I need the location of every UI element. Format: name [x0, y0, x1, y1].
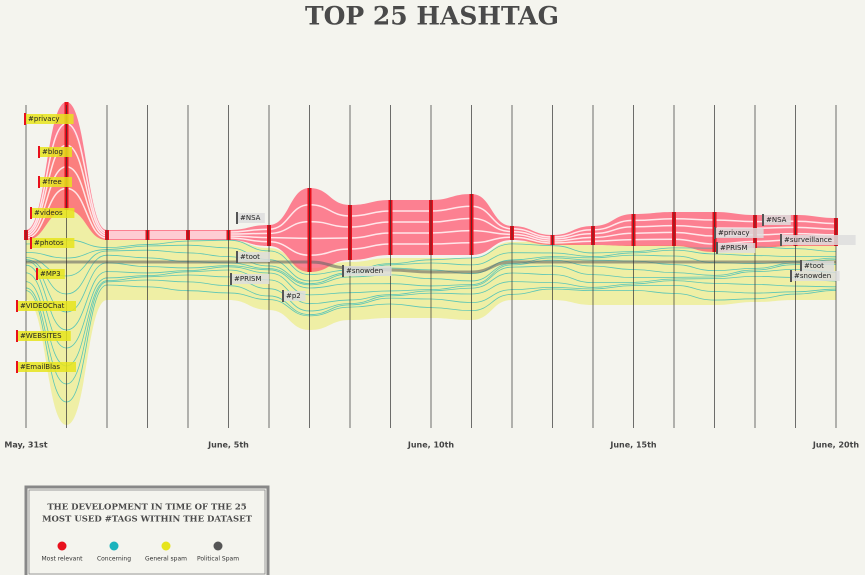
legend-dot [213, 541, 223, 551]
relevant-line [25, 144, 837, 240]
legend-inner [28, 489, 266, 575]
hashtag-bg [342, 266, 392, 276]
hashtag-bg [790, 271, 840, 281]
hashtag-bg [236, 213, 265, 223]
hashtag-flag [24, 113, 26, 125]
hashtag-flag [30, 237, 32, 249]
hashtag-bg [38, 177, 72, 187]
date-label: June, 5th [207, 441, 249, 450]
hashtag-bg [762, 215, 791, 225]
relevant-line [25, 122, 837, 238]
hashtag-label: #NSA [240, 214, 261, 222]
hashtag-label: #WEBSITES [20, 332, 62, 340]
hashtag-flag [230, 273, 232, 285]
hashtag-label: #NSA [766, 216, 787, 224]
legend-title: THE DEVELOPMENT IN TIME OF THE 25 [47, 503, 246, 513]
hashtag-label: #p2 [286, 292, 301, 300]
hashtag-flag [800, 260, 802, 272]
hashtag-bg [16, 301, 76, 311]
hashtag-label: #PRISM [234, 275, 262, 283]
relevant-line [25, 166, 837, 242]
hashtag-label: #PRISM [720, 244, 748, 252]
hashtag-bg [24, 114, 74, 124]
hashtag-label: #EmailBlas [20, 363, 60, 371]
hashtag-flag [780, 234, 782, 246]
date-labels: May, 31st June, 5th June, 10th June, 15th Ju… [4, 441, 859, 450]
legend-dot [109, 541, 119, 551]
hashtag-flag [38, 146, 40, 158]
hashtag-bg [780, 235, 856, 245]
hashtag-labels: #privacy #blog #free #videos #photos #MP3 #VID… [16, 113, 856, 373]
date-label: June, 20th [812, 441, 860, 450]
hashtag-flag [38, 176, 40, 188]
date-label: June, 15th [609, 441, 657, 450]
hashtag-flag [16, 361, 18, 373]
legend-dot [57, 541, 67, 551]
hashtag-bg [16, 362, 76, 372]
hashtag-label: #photos [34, 239, 64, 247]
hashtag-bg [230, 274, 270, 284]
hashtag-flag [762, 214, 764, 226]
hashtag-flag [282, 290, 284, 302]
hashtag-flag [342, 265, 344, 277]
title: TOP 25 HASHTAG [305, 2, 559, 31]
hashtag-label: #toot [240, 253, 260, 261]
hashtag-label: #VIDEOChat [20, 302, 65, 310]
hashtag-bg [36, 269, 65, 279]
hashtag-bg [716, 243, 756, 253]
legend-label: Political Spam [197, 556, 239, 563]
hashtag-label: #toot [804, 262, 824, 270]
hashtag-flag [790, 270, 792, 282]
hashtag-flag [714, 227, 716, 239]
concerning-line [25, 269, 837, 349]
legend-box [24, 485, 270, 575]
legend-label: General spam [145, 556, 187, 563]
hashtag-label: #blog [42, 148, 63, 156]
hashtag-bg [236, 252, 270, 262]
concerning-line [25, 274, 837, 367]
hashtag-label: #privacy [718, 229, 750, 237]
legend-title: MOST USED #TAGS WITHIN THE DATASET [42, 515, 252, 525]
hashtag-flag [16, 300, 18, 312]
hashtag-flag [716, 242, 718, 254]
date-label: June, 10th [407, 441, 455, 450]
hashtag-label: #MP3 [40, 270, 61, 278]
hashtag-bg [38, 147, 72, 157]
legend-label: Concerning [97, 556, 131, 563]
hashtag-bg [714, 228, 764, 238]
hashtag-bg [30, 238, 75, 248]
hashtag-flag [36, 268, 38, 280]
hashtag-bg [30, 208, 75, 218]
hashtag-label: #privacy [28, 115, 60, 123]
hashtag-flag [30, 207, 32, 219]
hashtag-label: #surveillance [784, 236, 832, 244]
hashtag-flag [16, 330, 18, 342]
day-lines [25, 105, 837, 428]
hashtag-bg [282, 291, 306, 301]
concerning-line [25, 284, 837, 403]
legend-label: Most relevant [41, 556, 83, 563]
hashtag-label: #snowden [794, 272, 831, 280]
concerning-line [25, 279, 837, 385]
hashtag-label: #snowden [346, 267, 383, 275]
hashtag-label: #free [42, 178, 62, 186]
hashtag-flag [236, 212, 238, 224]
hashtag-bg [800, 261, 834, 271]
hashtag-bg [16, 331, 71, 341]
hashtag-label: #videos [34, 209, 63, 217]
legend-dot [161, 541, 171, 551]
hashtag-flag [236, 251, 238, 263]
legend-items: Most relevant Concerning General spam Polit… [41, 541, 239, 563]
date-label: May, 31st [4, 441, 47, 450]
